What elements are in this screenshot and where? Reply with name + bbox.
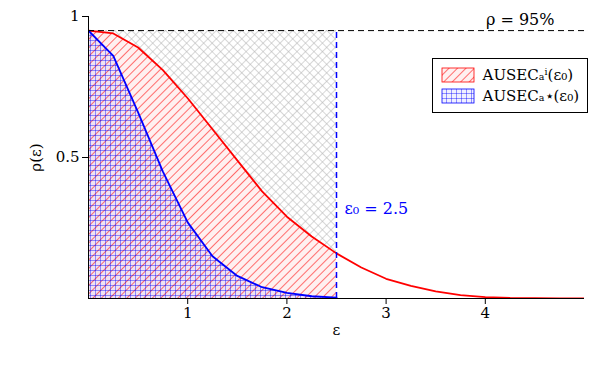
- svg-text:1: 1: [183, 304, 193, 322]
- svg-text:2: 2: [282, 304, 292, 322]
- svg-text:4: 4: [481, 304, 491, 322]
- svg-text:3: 3: [381, 304, 391, 322]
- svg-text:ρ(ε): ρ(ε): [27, 143, 45, 171]
- svg-text:1: 1: [70, 7, 80, 25]
- svg-text:ε: ε: [333, 321, 341, 339]
- html-text:AUSECₐ⋆(ε₀): AUSECₐ⋆(ε₀): [482, 87, 579, 105]
- svg-text:ε₀ = 2.5: ε₀ = 2.5: [345, 199, 409, 218]
- html-text:AUSECₐⁱ(ε₀): AUSECₐⁱ(ε₀): [482, 66, 573, 84]
- svg-text:ρ = 95%: ρ = 95%: [486, 10, 555, 29]
- svg-text:0.5: 0.5: [56, 148, 80, 166]
